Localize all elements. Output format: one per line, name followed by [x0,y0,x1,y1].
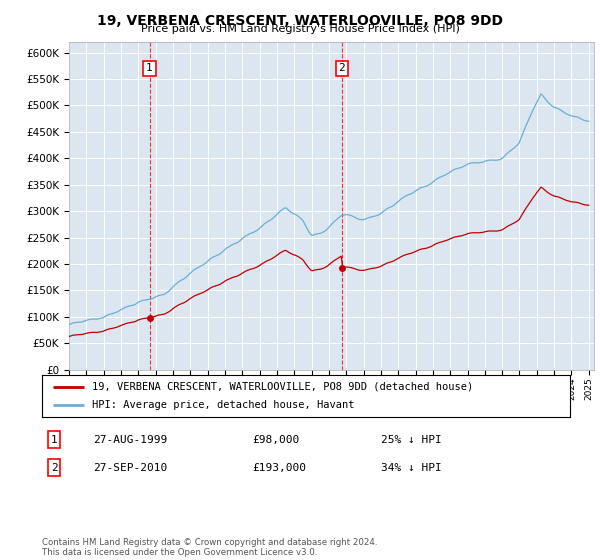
Text: Contains HM Land Registry data © Crown copyright and database right 2024.
This d: Contains HM Land Registry data © Crown c… [42,538,377,557]
Text: 1: 1 [50,435,58,445]
Text: 25% ↓ HPI: 25% ↓ HPI [381,435,442,445]
Text: £193,000: £193,000 [252,463,306,473]
Text: HPI: Average price, detached house, Havant: HPI: Average price, detached house, Hava… [92,400,355,410]
Text: 34% ↓ HPI: 34% ↓ HPI [381,463,442,473]
Text: 19, VERBENA CRESCENT, WATERLOOVILLE, PO8 9DD: 19, VERBENA CRESCENT, WATERLOOVILLE, PO8… [97,14,503,28]
Text: 19, VERBENA CRESCENT, WATERLOOVILLE, PO8 9DD (detached house): 19, VERBENA CRESCENT, WATERLOOVILLE, PO8… [92,382,473,392]
Text: 2: 2 [338,63,345,73]
Text: Price paid vs. HM Land Registry's House Price Index (HPI): Price paid vs. HM Land Registry's House … [140,24,460,34]
Text: 27-AUG-1999: 27-AUG-1999 [93,435,167,445]
Text: 27-SEP-2010: 27-SEP-2010 [93,463,167,473]
Text: 2: 2 [50,463,58,473]
Text: £98,000: £98,000 [252,435,299,445]
Text: 1: 1 [146,63,153,73]
